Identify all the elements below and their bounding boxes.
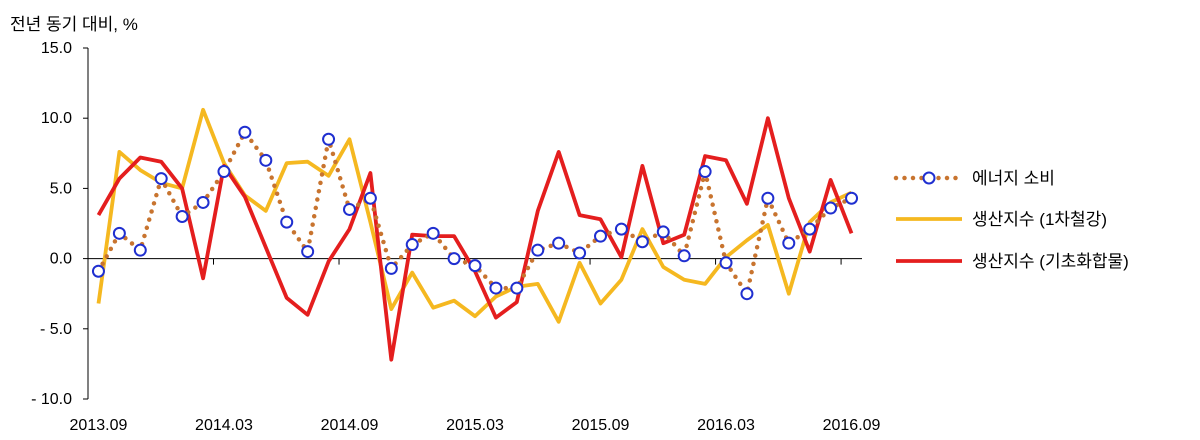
data-point xyxy=(845,191,859,205)
data-point xyxy=(154,172,168,186)
axes: 15.0 10.0 5.0 0.0 - 5.0 - 10.0 2013.09 2014.03 2… xyxy=(31,40,880,434)
x-tick-label: 2013.09 xyxy=(70,417,128,434)
data-point xyxy=(803,222,817,236)
data-point xyxy=(782,236,796,250)
x-tick-label: 2014.09 xyxy=(321,417,379,434)
series-layer xyxy=(91,107,859,362)
y-axis-unit-label: 전년 동기 대비, % xyxy=(10,15,138,34)
data-point xyxy=(112,226,126,240)
data-point xyxy=(594,229,608,243)
data-point xyxy=(824,201,838,215)
data-point xyxy=(405,238,419,252)
data-point xyxy=(719,256,733,270)
data-point xyxy=(573,246,587,260)
data-point xyxy=(531,243,545,257)
data-point xyxy=(280,215,294,229)
x-tick-label: 2014.03 xyxy=(195,417,253,434)
data-point xyxy=(342,202,356,216)
data-point xyxy=(196,195,210,209)
legend-label: 에너지 소비 xyxy=(972,169,1055,188)
legend-item: 에너지 소비 xyxy=(893,169,1055,188)
data-point xyxy=(740,287,754,301)
data-point xyxy=(447,252,461,266)
x-tick-label: 2015.03 xyxy=(446,417,504,434)
legend-label: 생산지수 (1차철강) xyxy=(972,210,1107,229)
data-point xyxy=(552,236,566,250)
data-point xyxy=(384,261,398,275)
data-point xyxy=(133,243,147,257)
data-point xyxy=(677,249,691,263)
legend-item: 생산지수 (1차철강) xyxy=(896,210,1107,229)
data-point xyxy=(510,281,524,295)
data-point xyxy=(698,165,712,179)
y-tick-label: - 5.0 xyxy=(40,321,72,338)
x-tick-label: 2016.03 xyxy=(697,417,755,434)
legend-item: 생산지수 (기초화합물) xyxy=(896,252,1129,271)
y-tick-label: 10.0 xyxy=(41,110,72,127)
data-point xyxy=(301,245,315,259)
data-point xyxy=(238,125,252,139)
series-line-chemical xyxy=(96,116,854,362)
y-tick-label: 15.0 xyxy=(41,40,72,57)
data-point xyxy=(426,226,440,240)
data-point xyxy=(614,222,628,236)
legend-label: 생산지수 (기초화합물) xyxy=(972,252,1129,271)
data-point xyxy=(322,132,336,146)
x-tick-label: 2016.09 xyxy=(823,417,881,434)
y-tick-label: 0.0 xyxy=(50,251,72,268)
y-tick-label: - 10.0 xyxy=(31,391,72,408)
data-point xyxy=(656,225,670,239)
data-point xyxy=(91,264,105,278)
y-tick-label: 5.0 xyxy=(50,180,72,197)
data-point xyxy=(489,281,503,295)
data-point xyxy=(363,191,377,205)
data-point xyxy=(635,235,649,249)
legend-swatch-marker xyxy=(922,171,936,185)
data-point xyxy=(259,153,273,167)
x-tick-label: 2015.09 xyxy=(572,417,630,434)
data-point xyxy=(175,209,189,223)
data-point xyxy=(217,165,231,179)
data-point xyxy=(468,259,482,273)
series-line-steel xyxy=(96,107,853,324)
data-point xyxy=(761,191,775,205)
